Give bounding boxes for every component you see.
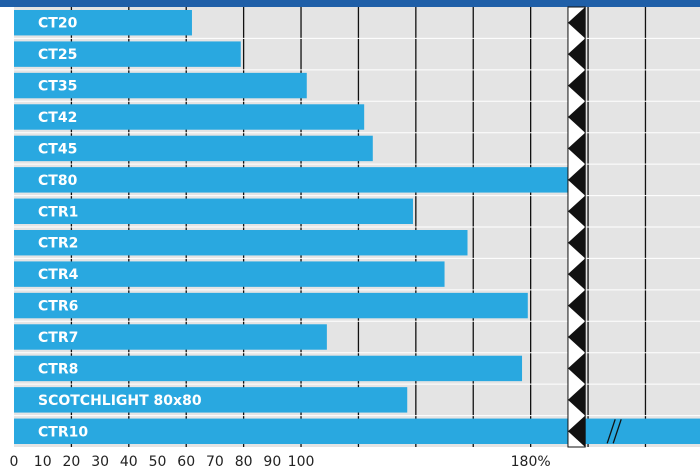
x-tick-label: 30	[91, 454, 109, 470]
bar-label: CT45	[38, 141, 77, 157]
break-zigzag	[567, 164, 586, 196]
break-mark	[612, 419, 622, 444]
axis-break	[567, 6, 622, 448]
bar-label: CT25	[38, 47, 77, 63]
bar	[14, 387, 408, 413]
x-tick-label: 60	[177, 454, 195, 470]
bar-label: CTR4	[38, 267, 79, 283]
bar	[14, 324, 327, 350]
x-tick-label: 20	[62, 454, 80, 470]
bar	[14, 41, 241, 67]
bar	[14, 104, 365, 130]
bar-label: CT20	[38, 16, 78, 32]
break-zigzag	[567, 38, 586, 70]
x-tick-label: 0	[10, 454, 19, 470]
break-zigzag	[567, 352, 586, 385]
bar	[14, 198, 413, 224]
bars: CT20 CT25 CT35 CT42 CT45 CT80 CTR1 CTR2 CTR4 CTR6…	[14, 10, 700, 444]
x-tick-label: 10	[34, 454, 52, 470]
x-tick-label: 40	[120, 454, 138, 470]
x-tick-label: 180%	[511, 454, 551, 470]
break-zigzag	[567, 415, 586, 447]
x-tick-label: 50	[149, 454, 167, 470]
bar	[14, 135, 373, 162]
break-zigzag	[567, 132, 586, 165]
bar-label: CT35	[38, 79, 77, 95]
break-zigzag	[567, 195, 586, 227]
break-zigzag	[567, 227, 586, 259]
x-tick-label: 80	[235, 454, 253, 470]
break-zigzag	[567, 258, 586, 290]
bar-label: CT42	[38, 110, 77, 126]
x-tick-label: 70	[206, 454, 224, 470]
bar	[14, 292, 528, 319]
bar	[14, 355, 523, 382]
bar-label: CT80	[38, 173, 78, 189]
bar	[14, 72, 307, 99]
break-zigzag	[567, 7, 586, 39]
x-tick-label: 90	[263, 454, 281, 470]
break-zigzag	[567, 101, 586, 133]
break-zigzag	[567, 321, 586, 353]
bar	[14, 261, 445, 287]
bar	[14, 418, 700, 444]
bar	[14, 167, 568, 193]
bar-label: CTR8	[38, 361, 78, 377]
bar-label: CTR7	[38, 330, 78, 346]
x-axis: 0 10 20 30 40 50 60 70 80 90 100 180%	[10, 454, 551, 470]
break-zigzag	[567, 289, 586, 322]
bar-label: CTR10	[38, 424, 88, 440]
break-mark	[606, 419, 616, 444]
bar-label: SCOTCHLIGHT 80x80	[38, 393, 202, 409]
bar	[14, 230, 468, 256]
top-strip	[0, 0, 700, 7]
x-tick-label: 100	[288, 454, 315, 470]
break-zigzag	[567, 69, 586, 102]
bar-label: CTR6	[38, 299, 78, 315]
bar-label: CTR1	[38, 204, 78, 220]
break-zigzag	[567, 384, 586, 416]
bar-label: CTR2	[38, 236, 78, 252]
bar	[14, 10, 192, 36]
